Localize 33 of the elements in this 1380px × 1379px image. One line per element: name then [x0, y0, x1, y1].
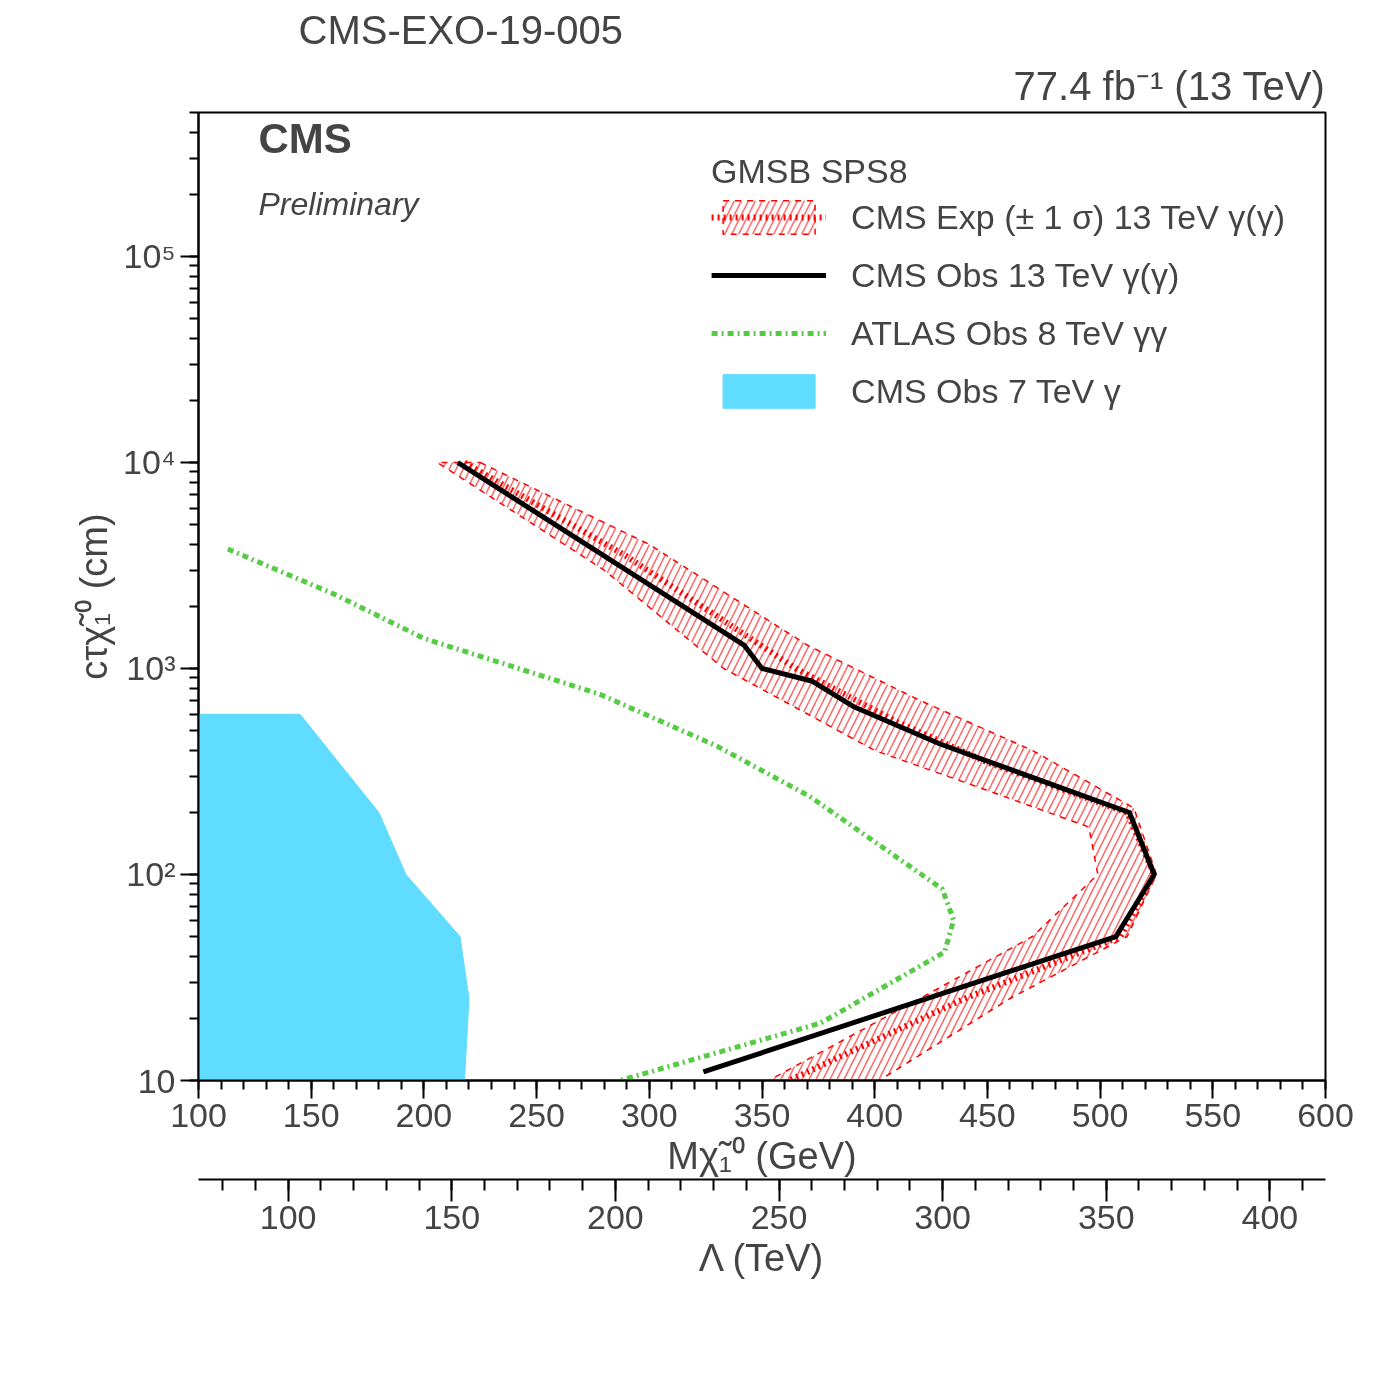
- x2-tick-label: 200: [587, 1197, 644, 1236]
- x-tick-label: 550: [1184, 1095, 1242, 1134]
- x-tick-label: 300: [620, 1095, 678, 1134]
- x-tick-label: 200: [395, 1095, 453, 1134]
- legend-label: CMS Obs 7 TeV γ: [851, 371, 1121, 411]
- x-axis-title: Mχ̃₁⁰ (GeV): [667, 1134, 857, 1177]
- x-tick-label: 250: [508, 1095, 565, 1134]
- y-tick-label: 10²: [126, 855, 176, 894]
- legend-label: CMS Exp (± 1 σ) 13 TeV γ(γ): [851, 197, 1285, 237]
- x-tick-label: 600: [1297, 1095, 1354, 1134]
- text: 77.4 fb⁻¹ (13 TeV): [1013, 63, 1325, 108]
- x2-tick-label: 350: [1077, 1197, 1135, 1236]
- legend-label: CMS Obs 13 TeV γ(γ): [851, 255, 1180, 295]
- x2-axis-title: Λ (TeV): [698, 1236, 824, 1279]
- x-tick-label: 500: [1071, 1095, 1129, 1134]
- x2-tick-label: 400: [1241, 1197, 1299, 1236]
- y-tick-label: 10³: [126, 649, 176, 688]
- x2-tick-label: 250: [750, 1197, 808, 1236]
- chart-title: CMS-EXO-19-005: [298, 7, 624, 52]
- annotation: CMS: [258, 114, 352, 162]
- y-tick-label: 10⁵: [123, 237, 176, 276]
- x-tick-label: 150: [282, 1095, 340, 1134]
- legend-label: ATLAS Obs 8 TeV γγ: [851, 313, 1168, 353]
- x2-tick-label: 150: [423, 1197, 481, 1236]
- x-tick-label: 450: [959, 1095, 1016, 1134]
- x-tick-label: 350: [733, 1095, 791, 1134]
- y-tick-label: 10⁴: [123, 443, 176, 482]
- x2-tick-label: 100: [259, 1197, 317, 1236]
- legend-title: GMSB SPS8: [711, 152, 909, 191]
- x2-tick-label: 300: [914, 1197, 971, 1236]
- y-axis-title: cτχ̃₁⁰ (cm): [73, 513, 116, 680]
- annotation: Preliminary: [258, 185, 421, 222]
- x-tick-label: 400: [846, 1095, 904, 1134]
